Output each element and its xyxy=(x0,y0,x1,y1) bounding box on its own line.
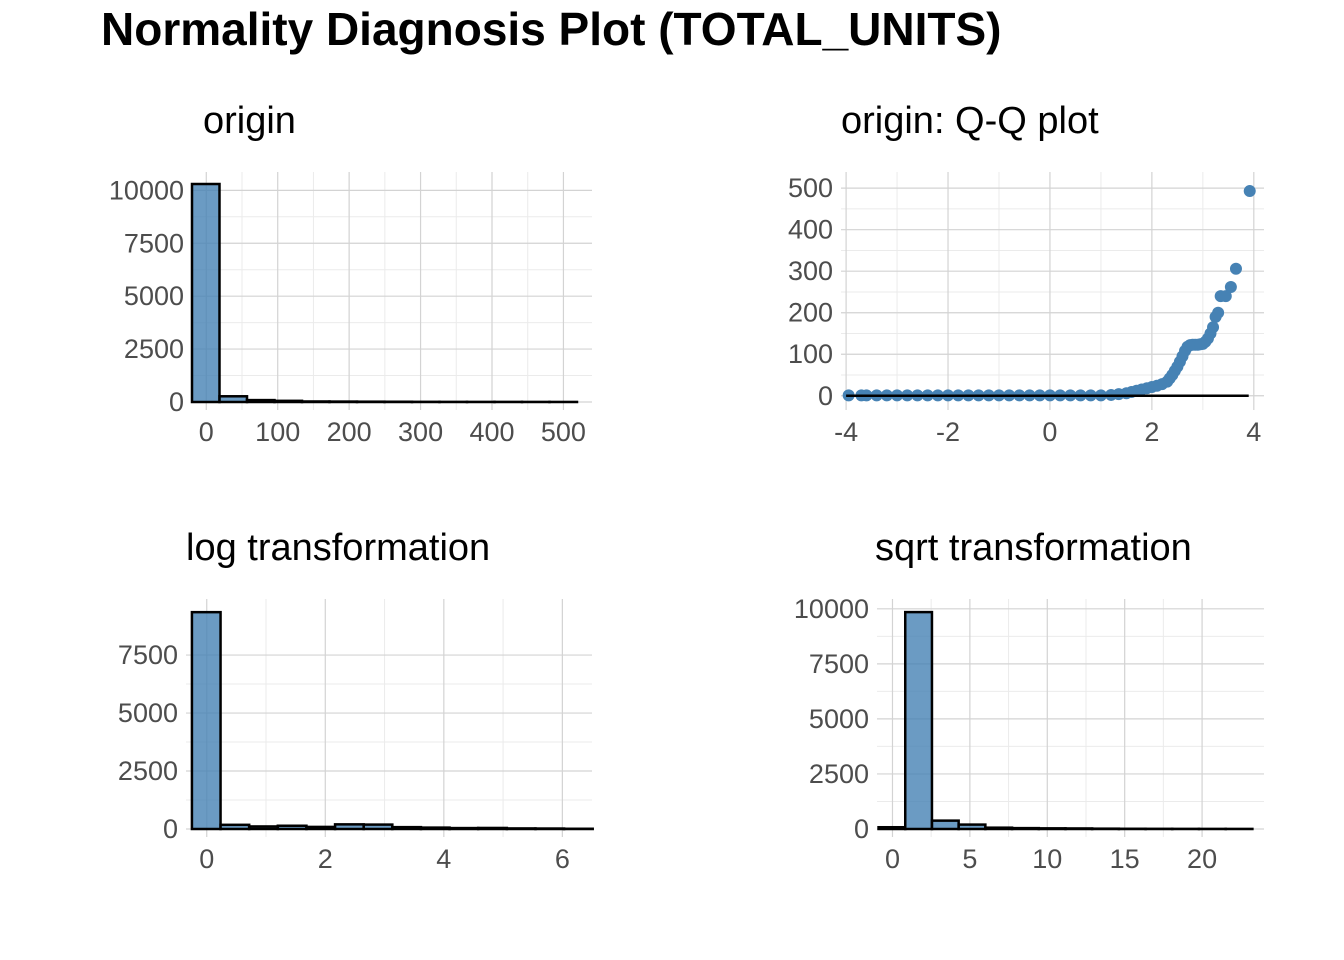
y-tick-label: 7500 xyxy=(118,640,178,670)
main-title: Normality Diagnosis Plot (TOTAL_UNITS) xyxy=(101,3,1002,55)
y-tick-label: 7500 xyxy=(809,649,869,679)
y-tick-label: 0 xyxy=(818,381,833,411)
histogram-bar xyxy=(930,819,960,831)
histogram-bar xyxy=(448,826,480,831)
qq-point xyxy=(1243,185,1256,198)
y-tick-label: 2500 xyxy=(124,334,184,364)
y-tick-label: 2500 xyxy=(809,759,869,789)
x-tick-label: 300 xyxy=(398,417,443,447)
panel-title-origin: origin xyxy=(203,100,296,142)
panel-title-qq-plot: origin: Q-Q plot xyxy=(841,100,1099,142)
y-tick-label: 7500 xyxy=(124,228,184,258)
histogram-bar xyxy=(219,823,251,831)
histogram-sqrt: 0 5 10 15 20 0 2500 5000 7500 10000 xyxy=(794,594,1264,874)
x-tick-label: 400 xyxy=(469,417,514,447)
y-tick-label: 10000 xyxy=(794,594,869,624)
y-tick-label: 5000 xyxy=(124,281,184,311)
x-tick-label: 10 xyxy=(1032,844,1062,874)
x-tick-label: 0 xyxy=(199,417,214,447)
histogram-bar xyxy=(957,823,987,831)
y-tick-label: 400 xyxy=(788,215,833,245)
histogram-bar xyxy=(305,825,337,831)
histogram-bar xyxy=(190,182,221,404)
y-tick-label: 0 xyxy=(169,387,184,417)
qq-point xyxy=(1212,306,1225,319)
x-tick-label: -2 xyxy=(936,417,960,447)
histogram-bar xyxy=(333,823,365,831)
y-tick-label: 100 xyxy=(788,339,833,369)
histogram-bar xyxy=(276,824,308,831)
qq-point xyxy=(1229,262,1242,275)
x-tick-label: 200 xyxy=(327,417,372,447)
x-tick-label: 2 xyxy=(1144,417,1159,447)
qq-point xyxy=(1219,290,1232,303)
y-tick-label: 0 xyxy=(163,814,178,844)
qq-plot-origin: -4 -2 0 2 4 0 100 200 300 400 500 xyxy=(788,172,1264,447)
histogram-log: 0 2 4 6 0 2500 5000 7500 xyxy=(118,599,594,874)
histogram-bar xyxy=(877,825,907,831)
x-tick-label: 0 xyxy=(199,844,214,874)
qq-point xyxy=(1224,280,1237,293)
y-tick-label: 5000 xyxy=(118,698,178,728)
histogram-bar xyxy=(245,398,276,404)
panel-title-log: log transformation xyxy=(186,527,491,569)
y-tick-label: 5000 xyxy=(809,704,869,734)
histogram-bar xyxy=(362,823,394,831)
y-tick-label: 2500 xyxy=(118,756,178,786)
x-tick-label: 6 xyxy=(555,844,570,874)
histogram-bar xyxy=(476,826,509,831)
y-tick-label: 500 xyxy=(788,173,833,203)
x-tick-label: 100 xyxy=(255,417,300,447)
x-tick-label: 4 xyxy=(1246,417,1261,447)
qq-point xyxy=(1207,321,1220,334)
histogram-bar xyxy=(247,825,280,831)
histogram-bar xyxy=(218,395,249,404)
x-tick-label: 500 xyxy=(541,417,586,447)
histogram-bar xyxy=(984,826,1014,831)
histogram-bar xyxy=(1010,826,1041,831)
histogram-bar xyxy=(273,399,304,404)
x-tick-label: 15 xyxy=(1110,844,1140,874)
x-tick-label: 20 xyxy=(1187,844,1217,874)
histogram-bar xyxy=(904,610,934,831)
y-tick-label: 200 xyxy=(788,298,833,328)
x-tick-label: 0 xyxy=(1042,417,1057,447)
histogram-bar xyxy=(190,610,222,831)
histogram-bar xyxy=(419,826,451,831)
histogram-bar xyxy=(391,825,423,831)
x-tick-label: 5 xyxy=(962,844,977,874)
x-tick-label: 2 xyxy=(318,844,333,874)
y-tick-label: 0 xyxy=(854,814,869,844)
x-tick-label: -4 xyxy=(834,417,858,447)
y-tick-label: 300 xyxy=(788,256,833,286)
histogram-bar xyxy=(300,400,331,404)
histogram-bar xyxy=(1064,827,1094,831)
x-tick-label: 4 xyxy=(436,844,451,874)
x-tick-label: 0 xyxy=(885,844,900,874)
y-tick-label: 10000 xyxy=(109,175,184,205)
histogram-bar xyxy=(505,827,537,831)
histogram-bar xyxy=(1037,827,1067,831)
panel-title-sqrt: sqrt transformation xyxy=(875,527,1192,569)
